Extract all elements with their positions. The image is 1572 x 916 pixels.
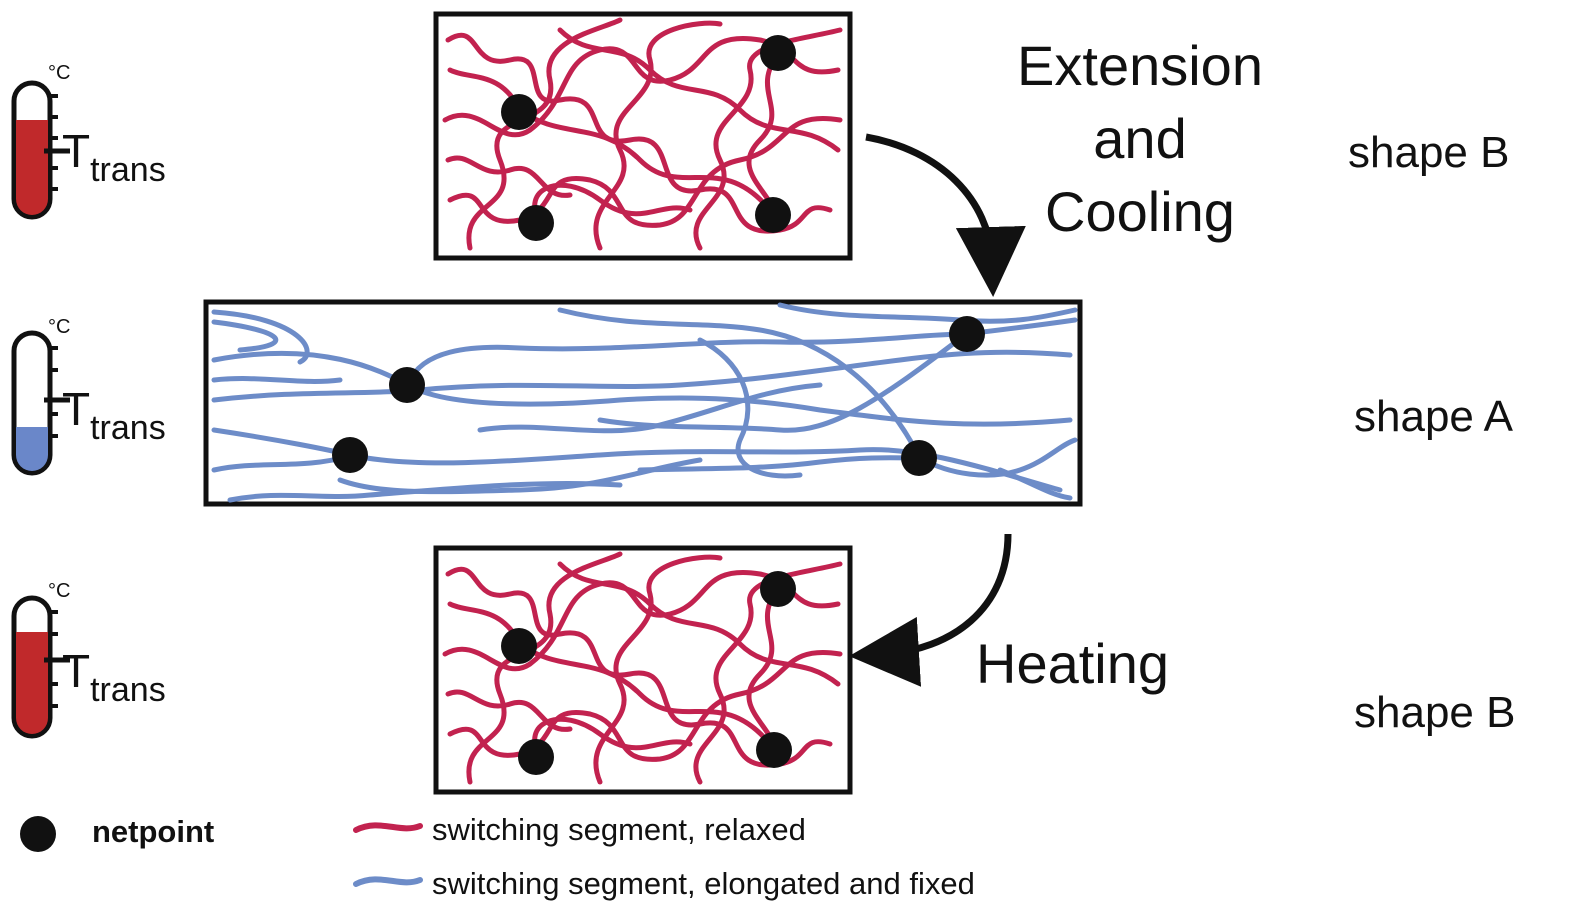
box-shape-a-middle [203,299,1083,507]
thermometer-label-middle: Ttrans [62,383,166,447]
arrow-extension-cooling [865,133,1026,297]
shape-label-bottom: shape B [1354,688,1516,737]
box-shape-b-top [433,11,853,261]
legend-relaxed-label: switching segment, relaxed [432,812,806,847]
step-extension-line2: and [1093,106,1187,170]
step-heating: Heating [976,632,1170,695]
thermometer-unit-middle: °C [48,316,71,338]
arrow-heating [849,533,1012,687]
legend-elongated-swatch [353,876,423,887]
thermometer-unit-top: °C [48,62,71,84]
step-extension-line3: Cooling [1045,179,1235,243]
shape-label-top: shape B [1348,128,1510,177]
thermometer-label-top: Ttrans [62,125,166,189]
step-extension-cooling: Extension and Cooling [990,30,1290,248]
legend-elongated-label: switching segment, elongated and fixed [432,866,975,901]
shape-label-middle: shape A [1354,392,1514,441]
thermometer-middle [11,330,70,476]
legend-relaxed-swatch [353,822,423,833]
thermometer-bottom [11,595,70,739]
legend-netpoint-marker [20,816,56,852]
legend-netpoint-label: netpoint [92,814,215,849]
thermometer-label-bottom: Ttrans [62,645,166,709]
thermometer-unit-bottom: °C [48,580,71,602]
thermometer-top [11,80,70,220]
step-extension-line1: Extension [1017,34,1263,97]
box-shape-b-bottom [433,545,853,795]
